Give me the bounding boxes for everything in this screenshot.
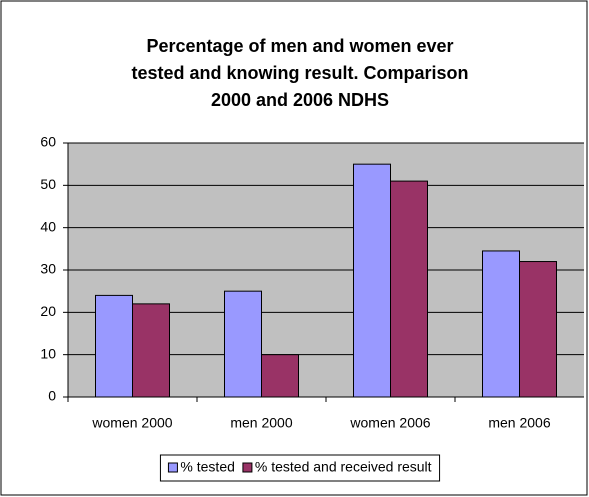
- bar: [95, 294, 133, 398]
- bar: [482, 250, 520, 398]
- y-tick-label: 20: [40, 303, 56, 319]
- chart-title: 2000 and 2006 NDHS: [211, 90, 389, 110]
- legend-swatch: [167, 462, 178, 473]
- y-tick-label: 0: [48, 388, 56, 404]
- chart-title: tested and knowing result. Comparison: [131, 63, 468, 83]
- bar: [224, 290, 262, 398]
- x-tick-label: women 2000: [91, 415, 172, 431]
- legend-swatch: [242, 462, 253, 473]
- legend-label: % tested: [180, 459, 234, 475]
- bar: [261, 354, 299, 398]
- bar: [519, 261, 557, 398]
- x-tick-label: men 2006: [488, 415, 550, 431]
- bar: [132, 303, 170, 398]
- y-tick-label: 10: [40, 345, 56, 361]
- bar: [390, 180, 428, 398]
- y-tick-label: 30: [40, 261, 56, 277]
- y-tick-label: 60: [40, 134, 56, 150]
- x-tick-label: men 2000: [230, 415, 292, 431]
- chart-title: Percentage of men and women ever: [146, 36, 453, 56]
- legend-label: % tested and received result: [255, 459, 432, 475]
- legend-box: [159, 454, 441, 482]
- y-tick-label: 50: [40, 176, 56, 192]
- bar: [353, 163, 391, 398]
- y-tick-label: 40: [40, 218, 56, 234]
- x-tick-label: women 2006: [349, 415, 430, 431]
